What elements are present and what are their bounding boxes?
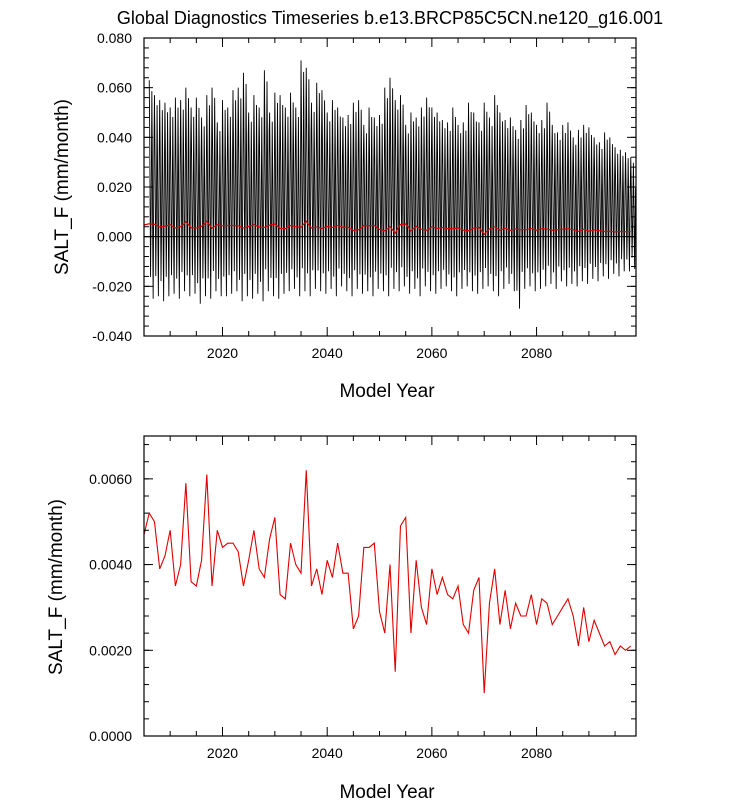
chart1-monthly-series [148,60,637,309]
chart1-y-tick-label: 0.000 [97,229,132,245]
chart1-y-tick-label: 0.060 [97,80,132,96]
chart1-y-axis-label: SALT_F (mm/month) [52,99,73,275]
chart2-x-tick-label: 2080 [521,745,552,761]
chart1-monthly-line [148,60,637,309]
chart2-x-tick-label: 2020 [207,745,238,761]
chart1-x-tick-label: 2020 [207,345,238,361]
chart2-plot: 2020 2040 2060 2080 0.0000 0.0020 0.0040 0.0060 [89,435,637,761]
chart1-y-tick-label: -0.040 [92,328,132,344]
chart1-plot: 2020 2040 2060 2080 -0.040 -0.020 0.000 0.020 0.… [92,30,637,361]
chart1-x-tick-label: 2080 [521,345,552,361]
chart1-annual-series [143,220,631,236]
chart1-y-tick-label: 0.040 [97,129,132,145]
chart1-y-tick-label: 0.020 [97,179,132,195]
chart2-y-tick-label: 0.0040 [89,557,132,573]
chart2-x-tick-label: 2060 [416,745,447,761]
chart1-title: Global Diagnostics Timeseries b.e13.BRCP… [117,8,663,29]
chart1-y-tick-label: 0.080 [97,30,132,46]
chart2-y-axis-label: SALT_F (mm/month) [46,499,67,675]
chart2-y-tick-label: 0.0020 [89,642,132,658]
chart1-x-tick-label: 2040 [312,345,343,361]
chart1-y-tick-label: -0.020 [92,278,132,294]
chart2-y-tick-label: 0.0060 [89,471,132,487]
chart1-annual-line [143,220,631,236]
chart1-x-tick-label: 2060 [416,345,447,361]
chart2-y-tick-label: 0.0000 [89,728,132,744]
chart2-annual-series [143,470,632,694]
chart2-x-axis-label: Model Year [339,782,435,803]
chart2-x-tick-label: 2040 [312,745,343,761]
chart1-x-axis-label: Model Year [339,381,435,402]
chart2-frame [143,435,637,737]
chart2-line [143,470,632,694]
